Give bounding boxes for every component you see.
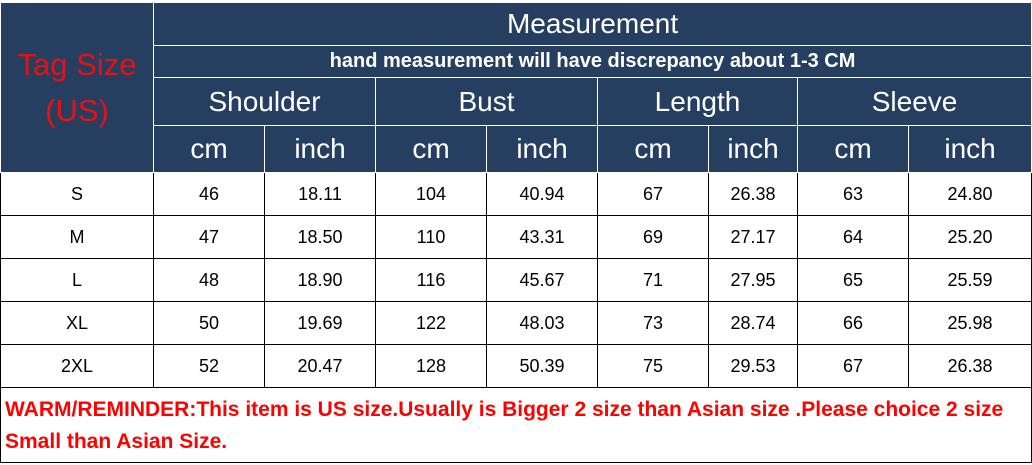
tag-size-label: Tag Size — [17, 46, 137, 82]
measurement-note: hand measurement will have discrepancy a… — [152, 45, 1032, 78]
value-cell: 104 — [375, 172, 487, 216]
value-cell: 128 — [375, 344, 487, 388]
value-cell: 24.80 — [907, 172, 1032, 216]
value-cell: 48.03 — [486, 301, 598, 345]
value-cell: 27.17 — [708, 215, 798, 259]
value-cell: 69 — [597, 215, 709, 259]
value-cell: 46 — [153, 172, 265, 216]
value-cell: 18.90 — [264, 258, 376, 302]
value-cell: 25.20 — [907, 215, 1032, 259]
value-cell: 45.67 — [486, 258, 598, 302]
size-cell: L — [0, 258, 154, 302]
table-row: M 47 18.50 110 43.31 69 27.17 64 25.20 — [0, 215, 1032, 259]
tag-size-header: Tag Size (US) — [0, 2, 154, 173]
value-cell: 65 — [797, 258, 909, 302]
unit-header: cm — [375, 125, 487, 173]
table-row: XL 50 19.69 122 48.03 73 28.74 66 25.98 — [0, 301, 1032, 345]
unit-header: cm — [597, 125, 709, 173]
size-cell: XL — [0, 301, 154, 345]
unit-header: inch — [708, 125, 798, 173]
value-cell: 40.94 — [486, 172, 598, 216]
value-cell: 110 — [375, 215, 487, 259]
value-cell: 26.38 — [907, 344, 1032, 388]
table-row: L 48 18.90 116 45.67 71 27.95 65 25.59 — [0, 258, 1032, 302]
value-cell: 47 — [153, 215, 265, 259]
value-cell: 20.47 — [264, 344, 376, 388]
measurement-title: Measurement — [152, 2, 1032, 46]
unit-header: inch — [907, 125, 1032, 173]
group-shoulder: Shoulder — [153, 77, 376, 126]
group-length: Length — [597, 77, 798, 126]
table-row: S 46 18.11 104 40.94 67 26.38 63 24.80 — [0, 172, 1032, 216]
value-cell: 50.39 — [486, 344, 598, 388]
value-cell: 67 — [797, 344, 909, 388]
value-cell: 116 — [375, 258, 487, 302]
value-cell: 66 — [797, 301, 909, 345]
value-cell: 29.53 — [708, 344, 798, 388]
value-cell: 63 — [797, 172, 909, 216]
unit-header: inch — [264, 125, 376, 173]
value-cell: 25.98 — [907, 301, 1032, 345]
value-cell: 71 — [597, 258, 709, 302]
value-cell: 18.50 — [264, 215, 376, 259]
unit-header: cm — [797, 125, 909, 173]
value-cell: 75 — [597, 344, 709, 388]
value-cell: 67 — [597, 172, 709, 216]
value-cell: 43.31 — [486, 215, 598, 259]
group-bust: Bust — [375, 77, 598, 126]
value-cell: 64 — [797, 215, 909, 259]
value-cell: 19.69 — [264, 301, 376, 345]
size-cell: M — [0, 215, 154, 259]
value-cell: 52 — [153, 344, 265, 388]
table-row: 2XL 52 20.47 128 50.39 75 29.53 67 26.38 — [0, 344, 1032, 388]
value-cell: 25.59 — [907, 258, 1032, 302]
value-cell: 50 — [153, 301, 265, 345]
reminder-text: WARM/REMINDER:This item is US size.Usual… — [0, 387, 1032, 463]
value-cell: 122 — [375, 301, 487, 345]
group-sleeve: Sleeve — [796, 77, 1032, 126]
value-cell: 73 — [597, 301, 709, 345]
value-cell: 26.38 — [708, 172, 798, 216]
unit-header: inch — [486, 125, 598, 173]
value-cell: 18.11 — [264, 172, 376, 216]
size-cell: S — [0, 172, 154, 216]
value-cell: 27.95 — [708, 258, 798, 302]
value-cell: 28.74 — [708, 301, 798, 345]
unit-header: cm — [153, 125, 265, 173]
size-cell: 2XL — [0, 344, 154, 388]
value-cell: 48 — [153, 258, 265, 302]
tag-size-region: (US) — [45, 92, 109, 128]
